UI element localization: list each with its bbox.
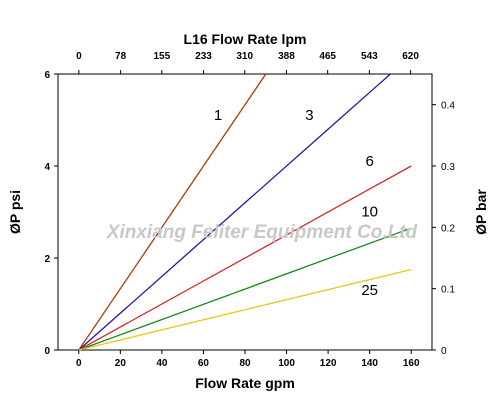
series-label-25: 25 bbox=[361, 282, 378, 299]
x2-tick-label: 78 bbox=[115, 51, 127, 62]
x-tick-label: 100 bbox=[278, 358, 295, 369]
series-label-6: 6 bbox=[365, 153, 373, 170]
series-line-10 bbox=[78, 227, 412, 351]
x-tick-label: 80 bbox=[239, 358, 251, 369]
series-label-3: 3 bbox=[305, 107, 313, 124]
y-axis-title: ØP psi bbox=[7, 190, 23, 234]
y2-tick-label: 0.3 bbox=[441, 162, 455, 173]
y-tick-label: 0 bbox=[44, 346, 50, 357]
series-label-1: 1 bbox=[214, 107, 222, 124]
x-axis-title: Flow Rate gpm bbox=[195, 375, 295, 391]
x2-tick-label: 388 bbox=[278, 51, 295, 62]
y-tick-label: 2 bbox=[44, 254, 50, 265]
y2-tick-label: 0.2 bbox=[441, 223, 455, 234]
x-tick-label: 60 bbox=[198, 358, 210, 369]
top-axis-title: L16 Flow Rate lpm bbox=[184, 31, 307, 47]
x2-tick-label: 620 bbox=[402, 51, 419, 62]
y-tick-label: 6 bbox=[44, 70, 50, 81]
x-tick-label: 140 bbox=[361, 358, 378, 369]
x2-tick-label: 233 bbox=[195, 51, 212, 62]
series-line-1 bbox=[78, 73, 267, 351]
x-tick-label: 40 bbox=[156, 358, 168, 369]
y2-tick-label: 0.4 bbox=[441, 101, 455, 112]
x2-tick-label: 155 bbox=[153, 51, 170, 62]
series-line-25 bbox=[78, 268, 412, 351]
series-label-10: 10 bbox=[361, 204, 378, 221]
x-tick-label: 0 bbox=[76, 358, 82, 369]
series-layer bbox=[78, 73, 412, 351]
series-label-layer: 1 3 6 10 25 bbox=[214, 107, 378, 299]
x2-tick-label: 0 bbox=[76, 51, 82, 62]
watermark-text: Xinxiang Feliter Equipment Co.Ltd bbox=[106, 222, 418, 243]
x-tick-label: 20 bbox=[115, 358, 127, 369]
y2-tick-label: 0.1 bbox=[441, 285, 455, 296]
series-line-3 bbox=[78, 73, 391, 351]
series-line-6 bbox=[78, 165, 412, 351]
y2-tick-label: 0 bbox=[441, 346, 447, 357]
x-tick-label: 120 bbox=[320, 358, 337, 369]
x-tick-label: 160 bbox=[403, 358, 420, 369]
y-tick-label: 4 bbox=[44, 162, 50, 173]
x2-tick-label: 543 bbox=[361, 51, 378, 62]
x2-tick-label: 465 bbox=[319, 51, 336, 62]
y2-axis-title: ØP bar bbox=[473, 189, 489, 235]
x2-tick-label: 310 bbox=[236, 51, 253, 62]
